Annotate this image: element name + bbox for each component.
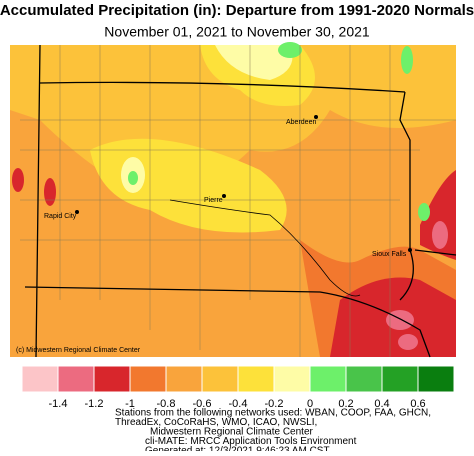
- legend-label: -1.4: [49, 398, 68, 410]
- footer-line: cli-MATE: MRCC Application Tools Environ…: [145, 436, 357, 447]
- subtitle: November 01, 2021 to November 30, 2021: [104, 24, 370, 40]
- region: [215, 45, 293, 80]
- title: Accumulated Precipitation (in): Departur…: [0, 2, 474, 19]
- footer-line: ThreadEx, CoCoRaHS, WMO, ICAO, NWSLI,: [115, 417, 317, 428]
- footer-line: Midwestern Regional Climate Center: [150, 427, 314, 438]
- city-label: Sioux Falls: [372, 251, 407, 258]
- legend-swatch: [93, 365, 131, 393]
- region: [128, 171, 138, 185]
- legend-label: -0.2: [265, 398, 284, 410]
- region: [401, 46, 413, 74]
- legend-swatch: [381, 365, 419, 393]
- river: [169, 199, 361, 297]
- city-label: Aberdeen: [286, 119, 316, 126]
- region: [418, 203, 430, 221]
- legend-swatch: [129, 365, 167, 393]
- legend-label: 0.2: [338, 398, 353, 410]
- legend-swatch: [57, 365, 95, 393]
- credit: (c) Midwestern Regional Climate Center: [16, 347, 141, 354]
- footer: Stations from the following networks use…: [115, 408, 431, 456]
- legend-label: 0.6: [410, 398, 425, 410]
- legend: -1.4 -1.2 -1 -0.8 -0.6 -0.4 -0.2 0 0.2 0.4 0.6: [21, 365, 455, 410]
- state-borders: [24, 44, 457, 358]
- legend-swatch: [237, 365, 275, 393]
- city-dot: [222, 194, 226, 198]
- region: [10, 200, 33, 357]
- map: Aberdeen Pierre Rapid City Sioux Falls (…: [10, 42, 457, 358]
- region: [432, 221, 448, 249]
- region: [44, 178, 56, 206]
- legend-label: -0.4: [229, 398, 248, 410]
- legend-label: 0.4: [374, 398, 389, 410]
- city-label: Rapid City: [44, 213, 77, 220]
- footer-line: Generated at: 12/3/2021 9:46:23 AM CST: [145, 446, 330, 451]
- legend-label: -0.8: [157, 398, 176, 410]
- legend-swatch: [273, 365, 311, 393]
- city-label: Pierre: [204, 197, 223, 204]
- legend-label: -1: [125, 398, 135, 410]
- county-lines: [20, 45, 456, 357]
- legend-swatch: [417, 365, 455, 393]
- region: [398, 334, 418, 350]
- city-dot: [314, 115, 318, 119]
- legend-swatch: [21, 365, 59, 393]
- legend-swatch: [345, 365, 383, 393]
- legend-swatch: [309, 365, 347, 393]
- city-dot: [408, 248, 412, 252]
- legend-swatch: [201, 365, 239, 393]
- region: [12, 168, 24, 192]
- region: [278, 42, 302, 58]
- legend-label: -1.2: [85, 398, 104, 410]
- legend-swatch: [165, 365, 203, 393]
- city-dot: [75, 210, 79, 214]
- legend-label: -0.6: [193, 398, 212, 410]
- footer-line: Stations from the following networks use…: [115, 408, 431, 419]
- legend-label: 0: [307, 398, 313, 410]
